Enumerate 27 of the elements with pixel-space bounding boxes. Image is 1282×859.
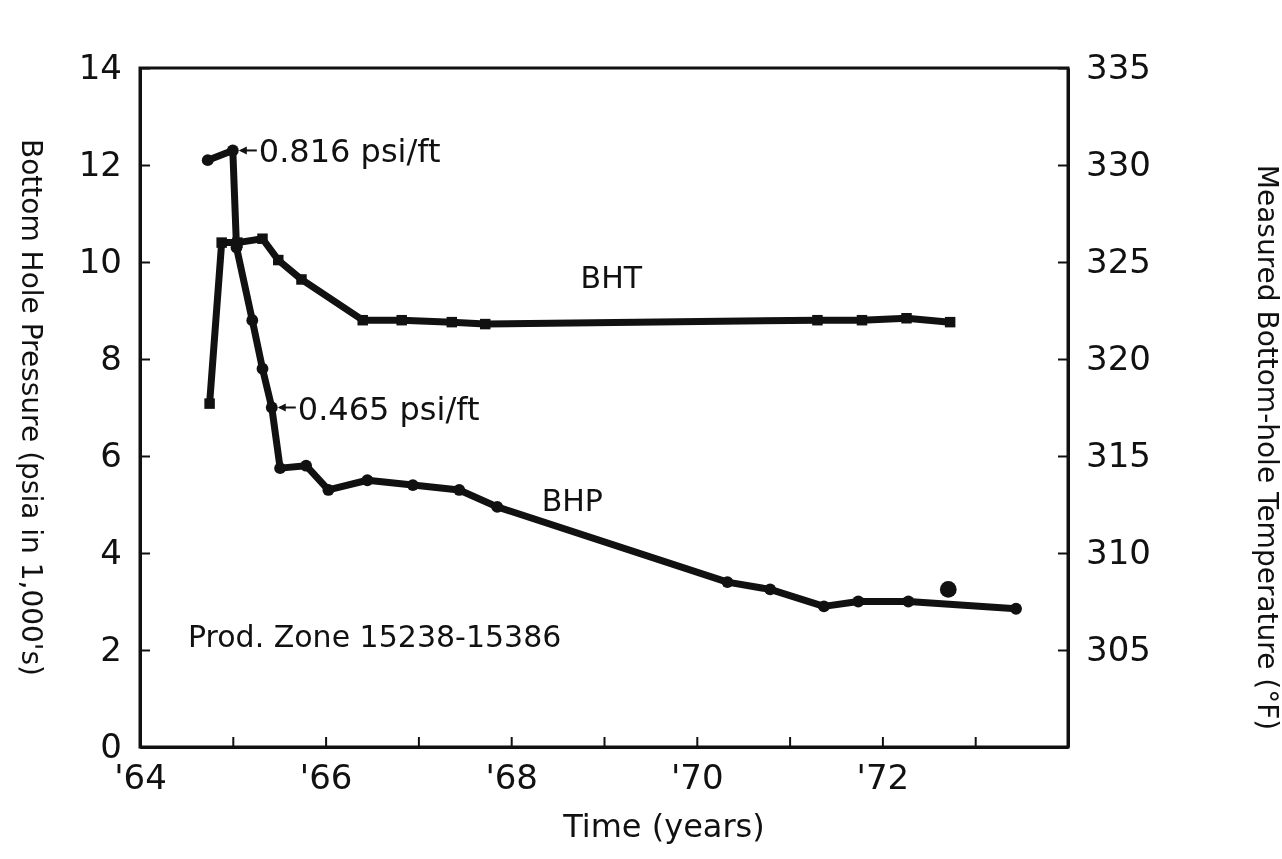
y-axis-title: Bottom Hole Pressure (psia in 1,000's) [15, 138, 48, 677]
series-label: BHT [580, 260, 643, 296]
y-tick-label: 2 [100, 629, 122, 670]
y2-tick-label: 310 [1086, 532, 1151, 573]
y2-tick-label: 315 [1086, 435, 1151, 476]
x-tick-label: '70 [670, 757, 724, 798]
series-label: BHP [541, 482, 603, 518]
x-tick-label: '64 [114, 757, 167, 798]
y2-tick-label: 320 [1086, 338, 1151, 379]
y-tick-label: 4 [100, 532, 122, 573]
y2-tick-label: 335 [1086, 47, 1151, 88]
y-tick-label: 14 [78, 47, 122, 88]
x-tick-label: '72 [856, 757, 910, 798]
y2-axis-title: Measured Bottom-hole Temperature (°F) [1251, 164, 1282, 731]
y2-tick-label: 305 [1086, 629, 1151, 670]
annotation: 0.816 psi/ft [258, 132, 441, 171]
y2-tick-label: 330 [1086, 144, 1151, 185]
y-tick-label: 12 [78, 144, 122, 185]
x-tick-label: '68 [485, 757, 539, 798]
y2-tick-label: 325 [1086, 241, 1151, 282]
y-tick-label: 10 [78, 241, 122, 282]
annotation: 0.465 psi/ft [297, 389, 480, 428]
y-tick-label: 8 [100, 338, 122, 379]
annotation: Prod. Zone 15238-15386 [188, 619, 562, 654]
x-tick-label: '66 [299, 757, 353, 798]
y-tick-label: 6 [100, 435, 122, 476]
x-axis-title: Time (years) [562, 807, 765, 845]
